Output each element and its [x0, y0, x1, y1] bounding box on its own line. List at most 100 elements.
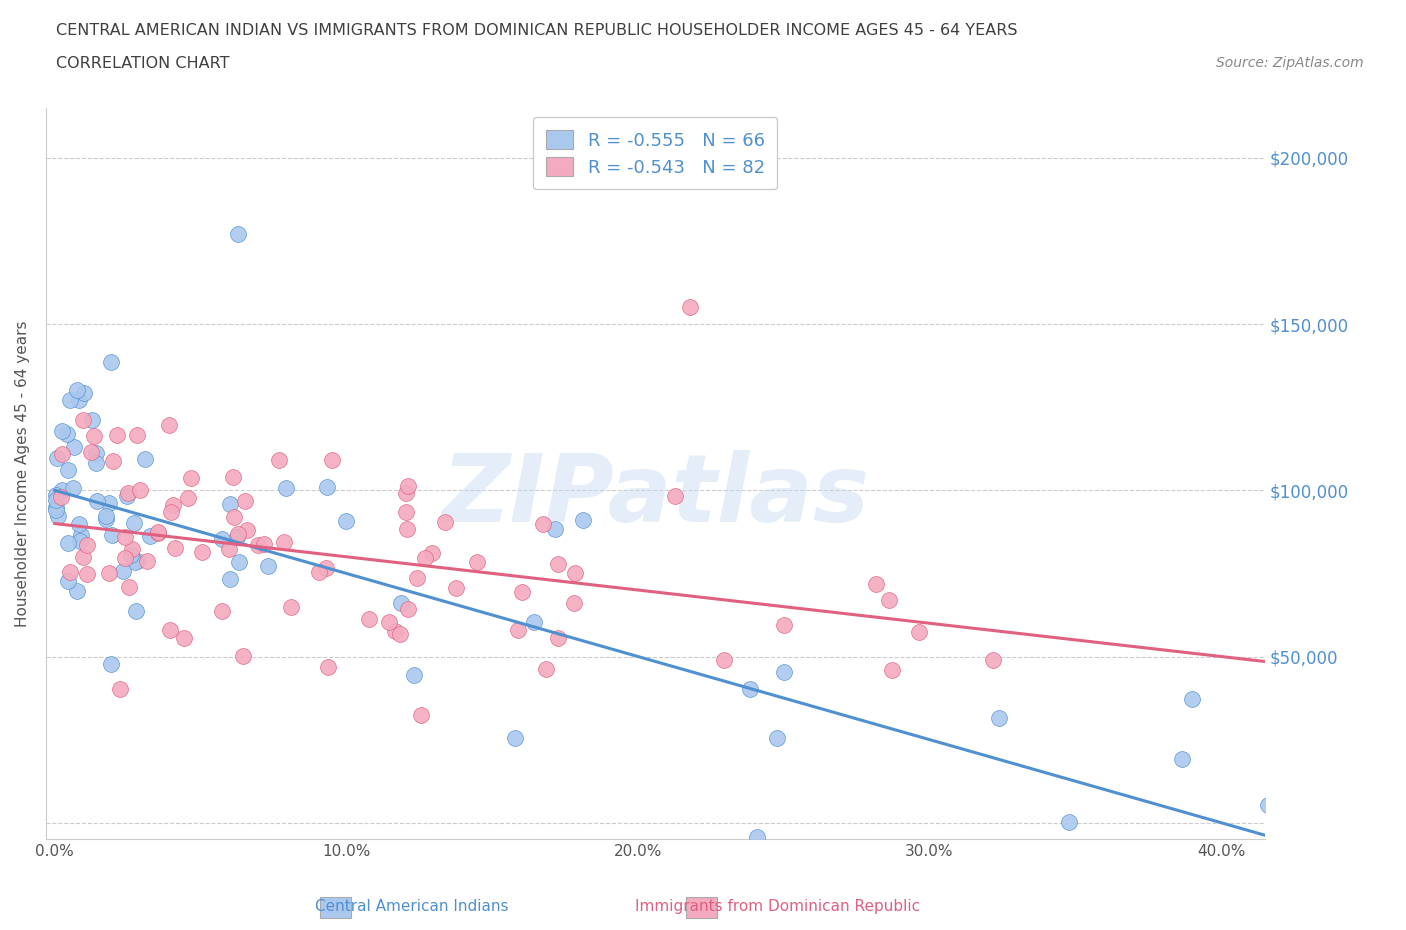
Point — [315, 561, 337, 576]
Point — [394, 485, 416, 500]
Point — [280, 599, 302, 614]
Point — [173, 631, 195, 646]
Point — [51, 447, 73, 462]
Point — [100, 354, 122, 369]
Point — [125, 428, 148, 443]
Point — [233, 494, 256, 509]
Point — [51, 489, 73, 504]
Point — [139, 528, 162, 543]
Text: Immigrants from Dominican Republic: Immigrants from Dominican Republic — [634, 899, 920, 914]
Point — [86, 455, 108, 470]
Point — [118, 579, 141, 594]
Point — [409, 708, 432, 723]
Point — [308, 565, 330, 579]
Point — [67, 516, 90, 531]
Point — [56, 427, 79, 442]
Point — [1057, 815, 1080, 830]
Point — [420, 546, 443, 561]
Point — [564, 566, 586, 581]
Point — [115, 488, 138, 503]
Point — [444, 580, 467, 595]
Point — [882, 663, 904, 678]
Point — [773, 665, 796, 680]
Point — [773, 618, 796, 632]
Point — [246, 538, 269, 552]
Point — [114, 529, 136, 544]
Point — [63, 439, 86, 454]
Point — [94, 509, 117, 524]
Point — [83, 429, 105, 444]
Point — [562, 595, 585, 610]
Point — [396, 479, 419, 494]
Point — [69, 534, 91, 549]
Point — [395, 522, 418, 537]
Point — [56, 573, 79, 588]
Point — [865, 577, 887, 591]
Point — [112, 564, 135, 578]
Point — [228, 227, 250, 242]
Text: CENTRAL AMERICAN INDIAN VS IMMIGRANTS FROM DOMINICAN REPUBLIC HOUSEHOLDER INCOME: CENTRAL AMERICAN INDIAN VS IMMIGRANTS FR… — [56, 23, 1018, 38]
Point — [122, 516, 145, 531]
Point — [981, 652, 1004, 667]
Point — [226, 526, 249, 541]
Point — [384, 624, 406, 639]
Point — [389, 595, 412, 610]
Point — [80, 445, 103, 459]
Point — [211, 604, 233, 618]
Point — [66, 382, 89, 397]
Point — [316, 660, 339, 675]
Point — [1257, 797, 1279, 812]
Point — [148, 525, 170, 539]
Point — [160, 504, 183, 519]
Point — [129, 482, 152, 497]
Text: Central American Indians: Central American Indians — [315, 899, 509, 914]
Point — [988, 711, 1011, 725]
Point — [434, 515, 457, 530]
Point — [165, 540, 187, 555]
Point — [56, 536, 79, 551]
Point — [159, 622, 181, 637]
Point — [45, 492, 67, 507]
Point — [148, 525, 170, 540]
Point — [226, 530, 249, 545]
Point — [224, 510, 246, 525]
Point — [510, 585, 533, 600]
Point — [59, 565, 82, 580]
Point — [531, 516, 554, 531]
Point — [124, 555, 146, 570]
Point — [222, 470, 245, 485]
Point — [908, 625, 931, 640]
Point — [45, 499, 67, 514]
Point — [877, 592, 900, 607]
Point — [51, 424, 73, 439]
Point — [738, 682, 761, 697]
Point — [162, 498, 184, 512]
Point — [51, 483, 73, 498]
Point — [117, 485, 139, 500]
Point — [396, 602, 419, 617]
Point — [69, 527, 91, 542]
Point — [76, 538, 98, 552]
Point — [45, 487, 67, 502]
Point — [180, 471, 202, 485]
Point — [253, 537, 276, 551]
Point — [98, 495, 121, 510]
Point — [713, 653, 735, 668]
Point — [315, 479, 337, 494]
Point — [232, 648, 254, 663]
Point — [86, 445, 108, 460]
Point — [235, 523, 257, 538]
Point — [103, 453, 125, 468]
Point — [105, 428, 128, 443]
Point — [120, 548, 142, 563]
Point — [378, 615, 401, 630]
Point — [94, 512, 117, 526]
Point — [465, 554, 488, 569]
Point — [134, 452, 156, 467]
Point — [157, 418, 180, 432]
Point — [503, 730, 526, 745]
Point — [679, 300, 702, 315]
Y-axis label: Householder Income Ages 45 - 64 years: Householder Income Ages 45 - 64 years — [15, 321, 30, 627]
Point — [219, 572, 242, 587]
Point — [67, 392, 90, 407]
